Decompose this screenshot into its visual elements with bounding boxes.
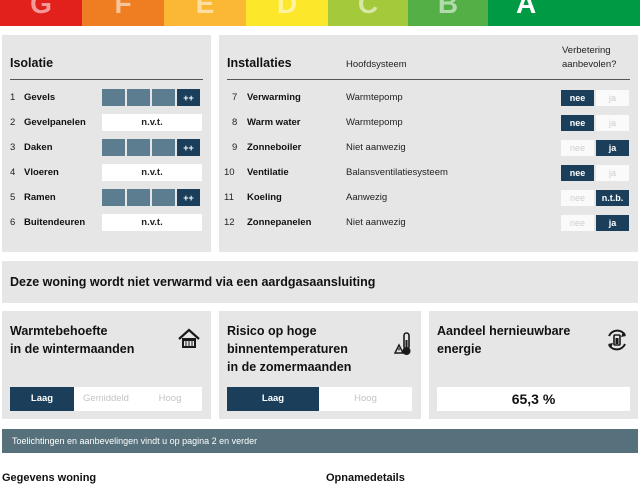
installaties-title: Installaties bbox=[227, 56, 292, 70]
installatie-row-warm-water: 8 Warm water Warmtepomp nee ja bbox=[232, 114, 632, 132]
installatie-row-zonneboiler: 9 Zonneboiler Niet aanwezig nee ja bbox=[232, 139, 632, 157]
installatie-row-zonnepanelen: 12 Zonnepanelen Niet aanwezig nee ja bbox=[224, 214, 632, 232]
risico-option-laag: Laag bbox=[227, 387, 319, 411]
band-f: F bbox=[82, 0, 164, 26]
warmtebehoefte-title-2: in de wintermaanden bbox=[10, 342, 135, 356]
isolatie-row-gevelpanelen: 2 Gevelpanelen n.v.t. bbox=[10, 114, 205, 132]
warmtebehoefte-panel: Warmtebehoefte in de wintermaanden Laag … bbox=[2, 311, 211, 419]
col-verbetering-2: aanbevolen? bbox=[562, 59, 617, 70]
col-verbetering-1: Verbetering bbox=[562, 45, 611, 56]
rating-nvt: n.v.t. bbox=[102, 114, 202, 131]
isolatie-row-daken: 3 Daken ++ bbox=[10, 139, 205, 157]
band-c: C bbox=[328, 0, 408, 26]
hernieuwbaar-panel: Aandeel hernieuwbare energie 65,3 % bbox=[429, 311, 638, 419]
advice-ja: ja bbox=[596, 90, 629, 106]
gas-notice-panel: Deze woning wordt niet verwarmd via een … bbox=[2, 261, 638, 303]
isolatie-row-gevels: 1 Gevels ++ bbox=[10, 89, 205, 107]
band-e: E bbox=[164, 0, 246, 26]
advice-ja: ja bbox=[596, 140, 629, 156]
risico-option-hoog: Hoog bbox=[319, 387, 412, 411]
band-b: B bbox=[408, 0, 488, 26]
advice-nee: nee bbox=[561, 215, 594, 231]
risico-title-2: binnentemperaturen bbox=[227, 342, 348, 356]
installaties-panel: Installaties Hoofdsysteem Verbetering aa… bbox=[219, 35, 638, 252]
advice-ja: ja bbox=[596, 165, 629, 181]
toelichtingen-bar: Toelichtingen en aanbevelingen vindt u o… bbox=[2, 429, 638, 453]
thermometer-icon bbox=[394, 332, 411, 355]
isolatie-rule bbox=[10, 79, 203, 80]
renewable-cycle-icon bbox=[608, 329, 626, 351]
warmte-option-laag: Laag bbox=[10, 387, 74, 411]
advice-ja: ja bbox=[596, 215, 629, 231]
installatie-row-verwarming: 7 Verwarming Warmtepomp nee ja bbox=[232, 89, 632, 107]
installatie-row-ventilatie: 10 Ventilatie Balansventilatiesysteem ne… bbox=[224, 164, 632, 182]
gas-notice-text: Deze woning wordt niet verwarmd via een … bbox=[10, 275, 376, 289]
advice-ntb: n.t.b. bbox=[596, 190, 629, 206]
risico-title-3: in de zomermaanden bbox=[227, 360, 352, 374]
hernieuwbaar-title-2: energie bbox=[437, 342, 482, 356]
isolatie-title: Isolatie bbox=[10, 56, 54, 70]
gegevens-woning-heading-partial: Gegevens woning bbox=[2, 472, 97, 484]
installaties-rule bbox=[227, 79, 630, 80]
rating-bar: ++ bbox=[102, 89, 200, 106]
warmte-option-gemiddeld: Gemiddeld bbox=[74, 387, 138, 411]
risico-panel: Risico op hoge binnentemperaturen in de … bbox=[219, 311, 421, 419]
band-g: G bbox=[0, 0, 82, 26]
isolatie-row-ramen: 5 Ramen ++ bbox=[10, 189, 205, 207]
advice-nee: nee bbox=[561, 190, 594, 206]
band-a-current: A bbox=[488, 0, 640, 26]
rating-nvt: n.v.t. bbox=[102, 214, 202, 231]
advice-ja: ja bbox=[596, 115, 629, 131]
rating-bar: ++ bbox=[102, 139, 200, 156]
risico-title-1: Risico op hoge bbox=[227, 324, 317, 338]
house-heating-icon bbox=[178, 328, 200, 348]
rating-nvt: n.v.t. bbox=[102, 164, 202, 181]
warmte-option-hoog: Hoog bbox=[138, 387, 202, 411]
advice-nee: nee bbox=[561, 140, 594, 156]
installatie-row-koeling: 11 Koeling Aanwezig nee n.t.b. bbox=[224, 189, 632, 207]
advice-nee: nee bbox=[561, 90, 594, 106]
col-hoofdsysteem: Hoofdsysteem bbox=[346, 59, 407, 70]
opnamedetails-heading-partial: Opnamedetails bbox=[326, 472, 405, 484]
advice-nee: nee bbox=[561, 115, 594, 131]
rating-bar: ++ bbox=[102, 189, 200, 206]
warmtebehoefte-title-1: Warmtebehoefte bbox=[10, 324, 108, 338]
isolatie-panel: Isolatie 1 Gevels ++ 2 Gevelpanelen n.v.… bbox=[2, 35, 211, 252]
isolatie-row-vloeren: 4 Vloeren n.v.t. bbox=[10, 164, 205, 182]
advice-nee: nee bbox=[561, 165, 594, 181]
band-d: D bbox=[246, 0, 328, 26]
hernieuwbaar-value: 65,3 % bbox=[437, 387, 630, 411]
hernieuwbaar-title-1: Aandeel hernieuwbare bbox=[437, 324, 571, 338]
isolatie-row-buitendeuren: 6 Buitendeuren n.v.t. bbox=[10, 214, 205, 232]
